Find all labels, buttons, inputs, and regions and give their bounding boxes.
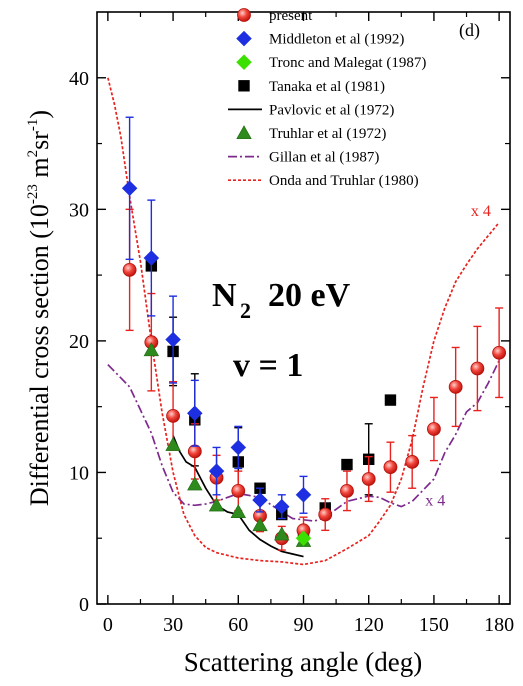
data-point-present <box>361 472 376 486</box>
axis-ticks: 0 30 60 90 120 150 180 0 10 20 30 40 <box>69 12 514 636</box>
series-middleton-et-al-1992 <box>121 116 312 520</box>
y-label-part-3: sr <box>25 131 54 150</box>
legend-item-truhlar-et-al-1972: Truhlar et al (1972) <box>236 125 386 142</box>
x-tick-label: 120 <box>354 614 384 636</box>
chart-title: N 2 20 eV v = 1 <box>212 277 351 384</box>
legend-label: Gillan et al (1987) <box>269 150 379 166</box>
legend-marker-tanaka-et-al-1981 <box>238 80 250 92</box>
data-point-middleton-et-al-1992 <box>143 250 160 266</box>
legend-label: present <box>269 8 313 24</box>
data-point-tanaka-et-al-1981 <box>384 394 397 406</box>
legend-marker-present <box>237 8 251 22</box>
series-tronc-and-malegat-1987 <box>295 530 312 547</box>
y-label-part-2: m <box>25 157 54 184</box>
x-tick-label: 180 <box>484 614 514 636</box>
data-point-middleton-et-al-1992 <box>121 180 138 197</box>
y-label-exp-2: 2 <box>25 150 41 158</box>
data-point-tronc-and-malegat-1987 <box>295 530 312 547</box>
y-label-part-1: Differential cross section (10 <box>25 204 54 506</box>
title-vibrational-level: v = 1 <box>233 347 303 384</box>
data-point-present <box>427 422 441 436</box>
data-point-truhlar-et-al-1972 <box>208 497 225 512</box>
legend-label: Tronc and Malegat (1987) <box>269 55 426 71</box>
y-axis-label: Differential cross section (10-23 m2sr-1… <box>25 110 54 506</box>
y-label-part-4: ) <box>25 110 54 119</box>
title-subscript: 2 <box>240 298 251 323</box>
x-tick-label: 60 <box>228 614 248 636</box>
x-tick-label: 90 <box>294 614 314 636</box>
x-tick-label: 30 <box>163 614 183 636</box>
title-molecule: N <box>212 277 237 314</box>
data-point-present <box>231 483 246 498</box>
y-label-exp-3: -1 <box>25 119 41 132</box>
data-point-middleton-et-al-1992 <box>252 492 268 508</box>
data-point-middleton-et-al-1992 <box>273 498 290 515</box>
data-point-middleton-et-al-1992 <box>165 331 181 348</box>
legend-item-tronc-and-malegat-1987: Tronc and Malegat (1987) <box>236 54 426 71</box>
legend-item-onda-and-truhlar-1980: Onda and Truhlar (1980) <box>228 173 419 189</box>
scale-annotation: x 4 <box>471 203 491 220</box>
y-label-exp-1: -23 <box>25 184 41 204</box>
data-point-truhlar-et-al-1972 <box>143 342 160 357</box>
data-point-present <box>470 361 485 376</box>
data-point-present <box>383 460 398 475</box>
data-point-present <box>166 408 180 423</box>
x-tick-label: 150 <box>419 614 449 636</box>
legend-item-pavlovic-et-al-1972: Pavlovic et al (1972) <box>228 102 394 118</box>
legend-item-present: present <box>237 8 313 24</box>
legend-label: Pavlovic et al (1972) <box>269 102 394 118</box>
data-point-truhlar-et-al-1972 <box>187 476 203 491</box>
legend-item-gillan-et-al-1987: Gillan et al (1987) <box>228 150 379 166</box>
legend-label: Tanaka et al (1981) <box>269 79 385 95</box>
y-tick-label: 40 <box>69 68 89 90</box>
annotations: x 4 x 4 <box>425 203 491 509</box>
data-point-middleton-et-al-1992 <box>230 439 247 456</box>
legend-marker-tronc-and-malegat-1987 <box>236 54 252 71</box>
y-tick-label: 10 <box>69 462 89 484</box>
y-tick-label: 0 <box>79 594 89 616</box>
data-point-present <box>340 483 354 498</box>
data-point-middleton-et-al-1992 <box>295 486 312 503</box>
legend-marker-middleton-et-al-1992 <box>236 30 252 47</box>
scale-annotation: x 4 <box>425 492 445 509</box>
legend-label: Truhlar et al (1972) <box>269 126 386 142</box>
y-tick-label: 30 <box>69 199 89 221</box>
data-point-truhlar-et-al-1972 <box>230 504 246 518</box>
data-point-present <box>122 262 137 277</box>
panel-label: (d) <box>459 20 480 41</box>
y-tick-label: 20 <box>69 331 89 353</box>
data-point-present <box>448 380 463 394</box>
x-axis-label: Scattering angle (deg) <box>184 647 422 677</box>
title-energy: 20 eV <box>268 277 351 314</box>
x-tick-label: 0 <box>103 614 113 636</box>
data-point-present <box>492 345 507 360</box>
series-truhlar-et-al-1972 <box>143 342 312 547</box>
legend-label: Onda and Truhlar (1980) <box>269 173 419 189</box>
data-point-middleton-et-al-1992 <box>186 405 203 422</box>
data-point-tanaka-et-al-1981 <box>341 458 353 471</box>
data-point-present <box>405 455 420 469</box>
data-point-truhlar-et-al-1972 <box>165 437 181 451</box>
legend-label: Middleton et al (1992) <box>269 32 404 48</box>
markers-layer <box>121 116 507 551</box>
data-point-present <box>187 444 202 459</box>
data-point-truhlar-et-al-1972 <box>252 517 268 532</box>
data-point-present <box>318 507 333 522</box>
series-line-gillan-et-al-1987 <box>107 360 500 522</box>
legend-item-tanaka-et-al-1981: Tanaka et al (1981) <box>238 79 385 95</box>
data-point-truhlar-et-al-1972 <box>274 526 290 541</box>
legend-marker-truhlar-et-al-1972 <box>236 125 252 140</box>
legend: present Middleton et al (1992) Tronc and M… <box>228 8 426 189</box>
data-point-middleton-et-al-1992 <box>208 463 225 479</box>
legend-item-middleton-et-al-1992: Middleton et al (1992) <box>236 30 404 48</box>
